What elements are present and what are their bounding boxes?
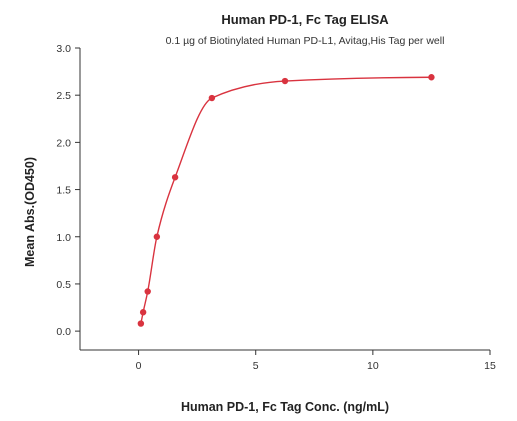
chart-subtitle: 0.1 µg of Biotinylated Human PD-L1, Avit…: [166, 35, 445, 47]
plot-area: 0 5 10 15 0.0 0.5 1.0 1.5 2.0 2.5 3.0: [56, 43, 496, 372]
y-axis-label: Mean Abs.(OD450): [23, 157, 37, 267]
chart-title: Human PD-1, Fc Tag ELISA: [221, 12, 389, 27]
data-point: [139, 309, 147, 316]
x-tick-label: 10: [367, 360, 379, 372]
x-tick-label: 5: [253, 360, 259, 372]
data-point: [428, 74, 435, 81]
fit-curve-line: [140, 76, 432, 324]
data-point: [144, 288, 151, 295]
y-tick-label: 1.0: [56, 232, 71, 244]
x-axis-ticks: 0 5 10 15: [136, 350, 496, 372]
data-point: [137, 320, 145, 327]
x-tick-label: 15: [484, 360, 496, 372]
data-point: [281, 77, 289, 85]
x-tick-label: 0: [136, 360, 142, 372]
x-axis-label: Human PD-1, Fc Tag Conc. (ng/mL): [181, 400, 389, 414]
y-tick-label: 0.5: [56, 279, 71, 291]
data-point: [208, 94, 216, 102]
data-points: [137, 74, 435, 327]
y-tick-label: 0.0: [56, 326, 71, 338]
y-tick-label: 2.0: [56, 137, 71, 149]
y-tick-label: 3.0: [56, 43, 71, 55]
y-axis-ticks: 0.0 0.5 1.0 1.5 2.0 2.5 3.0: [56, 43, 80, 338]
y-tick-label: 1.5: [56, 185, 71, 197]
data-point: [153, 233, 161, 240]
y-tick-label: 2.5: [56, 90, 71, 102]
data-point: [171, 174, 179, 181]
